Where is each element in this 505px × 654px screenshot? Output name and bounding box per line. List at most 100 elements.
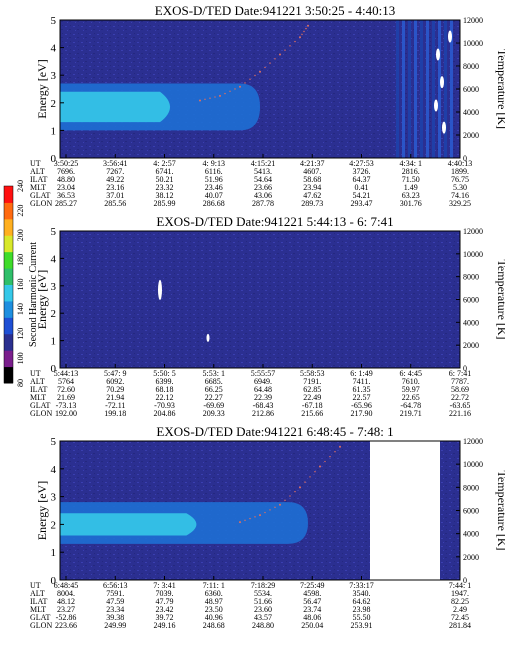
ephemeris-cell: 22.39 <box>254 393 272 402</box>
ephemeris-cell: 22.65 <box>402 393 420 402</box>
temperature-point <box>204 98 206 101</box>
y-tick-label: 4 <box>51 43 57 55</box>
ephemeris-cell: 7:33:17 <box>349 581 373 590</box>
temperature-point <box>249 78 251 80</box>
temperature-point <box>214 96 216 98</box>
colorbar-segment <box>4 202 13 220</box>
temperature-point <box>294 40 296 43</box>
temperature-point <box>244 82 246 84</box>
ephemeris-row-label: UT <box>30 369 41 378</box>
saturated-spot <box>434 99 438 112</box>
ephemeris-cell: 1947. <box>451 589 469 598</box>
ephemeris-cell: 6116. <box>205 167 223 176</box>
ephemeris-cell: 3:56:41 <box>103 159 127 168</box>
colorbar-label: Second Harmonic Current <box>28 242 39 347</box>
ephemeris-cell: 221.16 <box>449 409 471 418</box>
ephemeris-cell: 51.66 <box>254 597 272 606</box>
y2-axis-label: Temperature [K] <box>495 259 505 339</box>
energy-band-core <box>60 91 170 123</box>
ephemeris-cell: 58.69 <box>451 385 469 394</box>
ephemeris-cell: 23.60 <box>254 605 272 614</box>
ephemeris-cell: 6:56:13 <box>103 581 127 590</box>
ephemeris-cell: 8004. <box>57 589 75 598</box>
temperature-point <box>239 85 241 88</box>
y2-tick-label: 6000 <box>463 85 479 94</box>
y2-tick-label: 10000 <box>463 250 483 259</box>
ephemeris-cell: 61.35 <box>353 385 371 394</box>
colorbar-segment <box>4 300 13 318</box>
y-tick-label: 5 <box>51 226 57 238</box>
ephemeris-row-label: UT <box>30 581 41 590</box>
temperature-point <box>334 451 336 453</box>
ephemeris-row-label: GLAT <box>30 191 51 200</box>
temperature-point <box>219 94 221 97</box>
ephemeris-cell: 3540. <box>353 589 371 598</box>
ephemeris-cell: 64.37 <box>353 175 371 184</box>
y-tick-label: 4 <box>51 253 57 265</box>
ephemeris-row-label: GLON <box>30 621 52 630</box>
y2-tick-label: 0 <box>463 576 467 585</box>
colorbar-tick-label: 80 <box>16 379 25 387</box>
ephemeris-cell: -63.65 <box>450 401 471 410</box>
ephemeris-cell: 23.42 <box>156 605 174 614</box>
ephemeris-cell: 47.62 <box>303 191 321 200</box>
colorbar-segment <box>4 317 13 335</box>
panel-title: EXOS-D/TED Date:941221 6:48:45 - 7:48: 1 <box>156 424 393 439</box>
saturated-spot <box>436 48 440 61</box>
ephemeris-cell: 63.23 <box>402 191 420 200</box>
ephemeris-cell: 219.71 <box>400 409 422 418</box>
ephemeris-cell: 4:40:13 <box>448 159 472 168</box>
ephemeris-row-label: ALT <box>30 589 45 598</box>
y-tick-label: 5 <box>51 15 57 27</box>
ephemeris-cell: 50.21 <box>156 175 174 184</box>
ephemeris-cell: 212.86 <box>252 409 274 418</box>
ephemeris-cell: -69.69 <box>203 401 224 410</box>
temperature-point <box>304 481 306 483</box>
ephemeris-cell: 23.46 <box>205 183 223 192</box>
ephemeris-cell: 48.80 <box>57 175 75 184</box>
data-gap <box>370 441 440 580</box>
ephemeris-cell: 23.27 <box>57 605 75 614</box>
colorbar-segment <box>4 251 13 269</box>
ephemeris-cell: 7411. <box>353 377 371 386</box>
y2-tick-label: 0 <box>463 154 467 163</box>
ephemeris-cell: 285.56 <box>104 199 126 208</box>
ephemeris-cell: 7610. <box>402 377 420 386</box>
ephemeris-cell: 7:25:49 <box>300 581 324 590</box>
temperature-point <box>254 74 256 77</box>
ephemeris-cell: 5413. <box>254 167 272 176</box>
ephemeris-cell: 285.99 <box>154 199 176 208</box>
temperature-point <box>303 30 305 33</box>
y2-tick-label: 6000 <box>463 296 479 305</box>
ephemeris-cell: -64.78 <box>400 401 421 410</box>
ephemeris-cell: 64.62 <box>353 597 371 606</box>
temperature-point <box>249 517 251 520</box>
vertical-streak <box>396 20 399 158</box>
y-axis-label: Energy [eV] <box>35 59 49 118</box>
ephemeris-cell: -70.93 <box>154 401 175 410</box>
ephemeris-cell: 287.78 <box>252 199 274 208</box>
temperature-point <box>299 36 301 39</box>
ephemeris-cell: 5:47: 9 <box>104 369 126 378</box>
colorbar-segment <box>4 235 13 253</box>
ephemeris-cell: 6: 4:45 <box>400 369 422 378</box>
y2-tick-label: 10000 <box>463 460 483 469</box>
ephemeris-row-label: ALT <box>30 377 45 386</box>
temperature-point <box>289 495 291 497</box>
ephemeris-cell: 66.25 <box>205 385 223 394</box>
ephemeris-cell: 301.76 <box>400 199 422 208</box>
y-tick-label: 3 <box>51 281 57 293</box>
saturated-spot <box>442 121 446 134</box>
y2-tick-label: 0 <box>463 364 467 373</box>
ephemeris-cell: 22.72 <box>451 393 469 402</box>
ephemeris-cell: 59.97 <box>402 385 420 394</box>
y-tick-label: 0 <box>51 153 57 165</box>
temperature-point <box>319 465 321 468</box>
colorbar-segment <box>4 284 13 302</box>
temperature-point <box>309 476 311 478</box>
colorbar-segment <box>4 218 13 236</box>
y-tick-label: 2 <box>51 98 57 110</box>
ephemeris-cell: 47.79 <box>156 597 174 606</box>
saturated-spot <box>158 279 162 300</box>
ephemeris-cell: 23.74 <box>303 605 321 614</box>
